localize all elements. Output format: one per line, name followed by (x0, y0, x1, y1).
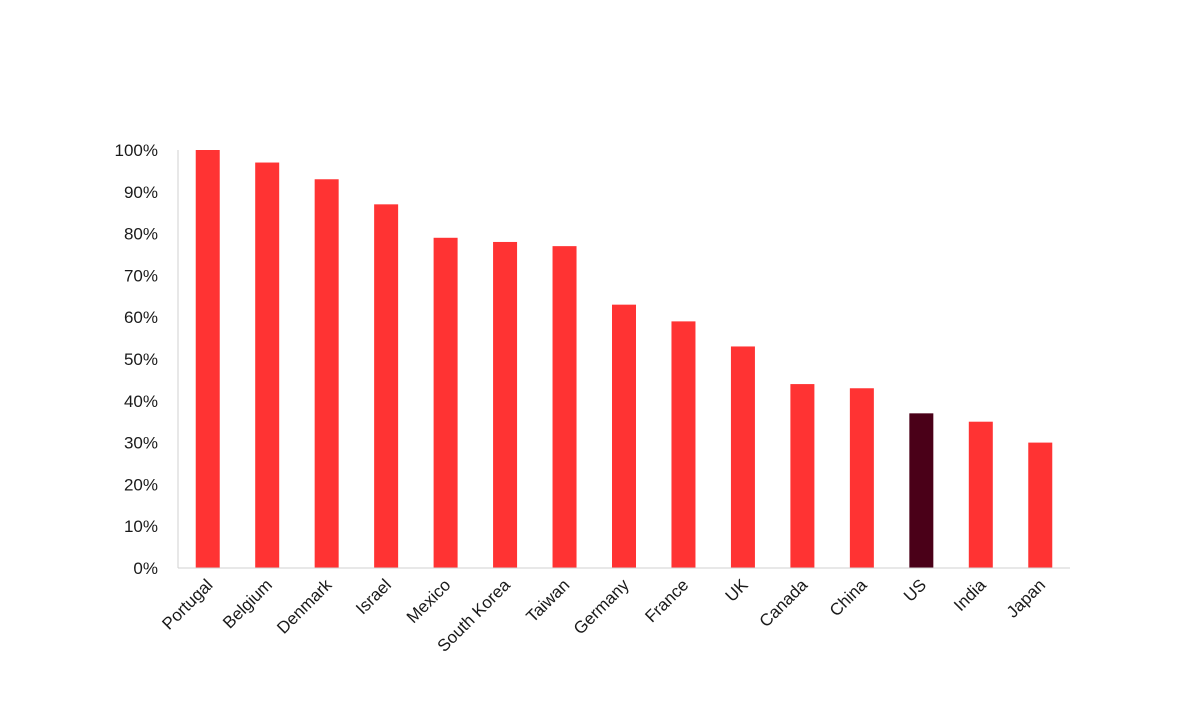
bars (195, 150, 1053, 569)
x-tick-label: Belgium (219, 575, 276, 632)
x-tick-label: Mexico (403, 575, 455, 627)
bar-south-korea (493, 241, 518, 568)
x-tick-label: Japan (1003, 575, 1049, 621)
x-tick-label: France (641, 575, 692, 626)
x-tick-label: China (826, 575, 871, 620)
bar-belgium (255, 162, 280, 569)
x-tick-label: India (950, 575, 990, 615)
y-tick-label: 80% (124, 225, 158, 244)
bar-us (909, 413, 934, 568)
x-tick-label: Denmark (273, 575, 336, 638)
x-tick-label: Germany (570, 575, 633, 638)
y-tick-label: 100% (115, 141, 158, 160)
y-tick-label: 10% (124, 517, 158, 536)
bar-uk (730, 346, 755, 568)
x-tick-label: Portugal (158, 575, 216, 633)
bar-france (671, 321, 696, 568)
y-axis: 0% 10% 20% 30% 40% 50% 60% 70% 80% 90% 100% (115, 141, 179, 578)
bar-japan (1028, 442, 1053, 568)
bar-china (849, 388, 874, 568)
x-tick-label: Canada (756, 575, 812, 631)
x-tick-label: Israel (352, 575, 395, 618)
y-tick-label: 40% (124, 392, 158, 411)
y-tick-label: 30% (124, 434, 158, 453)
bar-germany (612, 304, 636, 568)
y-tick-label: 20% (124, 475, 158, 494)
bar-canada (790, 384, 815, 568)
bar-israel (374, 204, 399, 568)
bar-taiwan (552, 246, 577, 568)
bar-denmark (314, 179, 339, 568)
bar-india (968, 421, 993, 568)
bar-portugal (195, 150, 220, 568)
y-tick-label: 70% (124, 266, 158, 285)
x-tick-label: UK (722, 575, 753, 606)
y-tick-label: 90% (124, 183, 158, 202)
y-tick-label: 50% (124, 350, 158, 369)
y-tick-label: 0% (133, 559, 158, 578)
y-tick-label: 60% (124, 308, 158, 327)
x-tick-label: US (900, 575, 930, 605)
x-tick-label: Taiwan (523, 575, 574, 626)
bar-mexico (433, 237, 458, 568)
